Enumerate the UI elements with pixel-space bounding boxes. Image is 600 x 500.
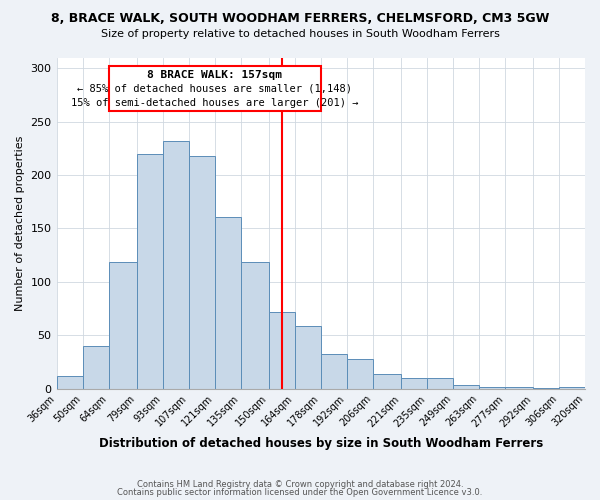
Bar [215,216,241,389]
Y-axis label: Number of detached properties: Number of detached properties [15,136,25,311]
Bar [295,326,321,389]
Text: 15% of semi-detached houses are larger (201) →: 15% of semi-detached houses are larger (… [71,98,358,108]
Bar [533,388,559,389]
Bar [427,378,453,389]
Bar [373,374,401,389]
Bar [241,262,269,389]
Bar [401,378,427,389]
Bar [479,386,505,389]
Bar [505,386,533,389]
Bar [188,156,215,389]
Text: 8 BRACE WALK: 157sqm: 8 BRACE WALK: 157sqm [147,70,282,81]
Bar [83,346,109,389]
Bar [559,386,585,389]
Text: ← 85% of detached houses are smaller (1,148): ← 85% of detached houses are smaller (1,… [77,84,352,94]
Bar [137,154,163,389]
Bar [453,384,479,389]
X-axis label: Distribution of detached houses by size in South Woodham Ferrers: Distribution of detached houses by size … [98,437,543,450]
Text: Contains public sector information licensed under the Open Government Licence v3: Contains public sector information licen… [118,488,482,497]
Bar [109,262,137,389]
Bar [56,376,83,389]
Text: 8, BRACE WALK, SOUTH WOODHAM FERRERS, CHELMSFORD, CM3 5GW: 8, BRACE WALK, SOUTH WOODHAM FERRERS, CH… [51,12,549,26]
Text: Size of property relative to detached houses in South Woodham Ferrers: Size of property relative to detached ho… [101,29,499,39]
Bar [269,312,295,389]
Text: Contains HM Land Registry data © Crown copyright and database right 2024.: Contains HM Land Registry data © Crown c… [137,480,463,489]
Bar [347,359,373,389]
Bar [163,141,188,389]
FancyBboxPatch shape [109,66,321,111]
Bar [321,354,347,389]
